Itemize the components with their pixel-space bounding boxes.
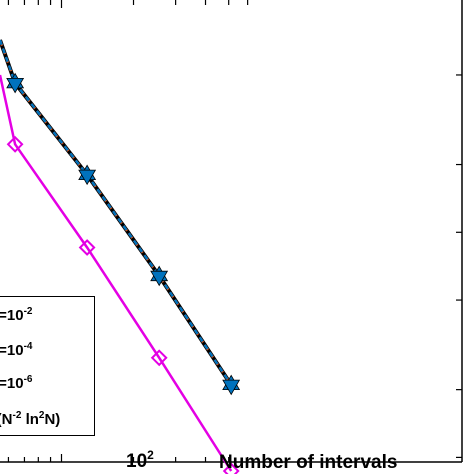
legend-entry-rate: O(N-2 ln2N) — [0, 410, 61, 429]
series-line-4 — [0, 74, 233, 472]
marker-s3-p4 — [222, 374, 241, 396]
axes — [0, 0, 463, 463]
legend: ε=10-2 ε=10-4 ε=10-6 O(N-2 ln2N) — [0, 296, 95, 436]
legend-entry-eps-1e-6: ε=10-6 — [0, 374, 33, 393]
marker-s3-p3 — [150, 265, 169, 287]
marker-s3-p2 — [78, 164, 97, 186]
markers — [6, 72, 241, 474]
x-axis-label: Number of intervals — [219, 452, 398, 473]
plot-series — [0, 39, 241, 474]
marker-s4-p1 — [6, 135, 24, 153]
marker-s3-p1 — [6, 72, 25, 94]
legend-entry-eps-1e-4: ε=10-4 — [0, 341, 33, 360]
marker-s4-p3 — [150, 349, 168, 367]
series-4 — [0, 74, 233, 472]
x-tick-label-100: 102 — [126, 448, 154, 472]
marker-s4-p4 — [222, 462, 240, 474]
marker-s4-p2 — [78, 239, 96, 256]
legend-entry-eps-1e-2: ε=10-2 — [0, 306, 33, 325]
